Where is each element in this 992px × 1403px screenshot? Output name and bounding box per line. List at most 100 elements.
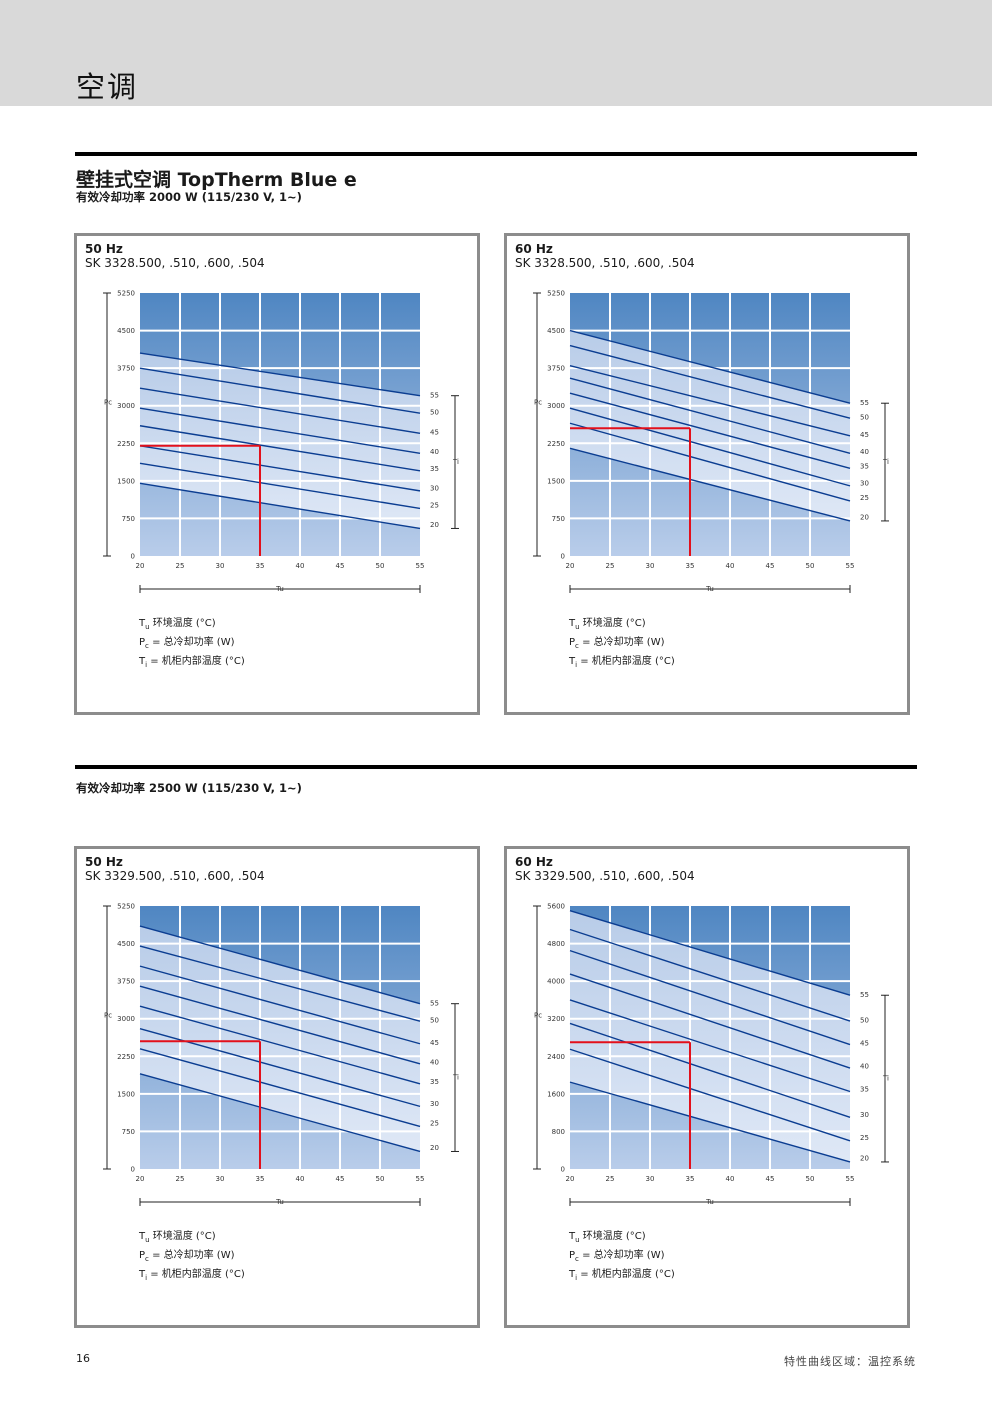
x-tick-label: 25 — [176, 562, 185, 570]
operating-band — [570, 330, 850, 521]
series-label: 30 — [430, 484, 439, 492]
legend-subscript: c — [575, 642, 579, 650]
x-tick-label: 55 — [846, 562, 855, 570]
legend-ambient-temp: Tu 环境温度 (°C) — [569, 1229, 675, 1248]
chart-model-number: SK 3329.500, .510, .600, .504 — [85, 869, 265, 883]
chart-frequency: 50 Hz — [85, 855, 123, 869]
series-label: 20 — [430, 521, 439, 529]
series-label: 35 — [430, 1078, 439, 1086]
right-axis-label: Ti — [452, 1074, 459, 1082]
y-tick-label: 1500 — [117, 477, 135, 485]
series-line — [569, 1048, 851, 1142]
legend-text: 环境温度 (°C) — [579, 1231, 646, 1242]
y-tick-label: 1500 — [117, 1090, 135, 1098]
page-title: 空调 — [76, 70, 139, 104]
x-tick-label: 50 — [376, 562, 385, 570]
legend-internal-temp: Ti = 机柜内部温度 (°C) — [569, 654, 675, 673]
series-line — [569, 422, 851, 502]
y-tick-label: 3000 — [547, 402, 565, 410]
right-axis-label: Ti — [882, 458, 889, 466]
legend-subscript: i — [145, 1274, 148, 1282]
x-axis-label: Tu — [705, 1198, 714, 1206]
series-line — [569, 392, 851, 470]
series-label: 45 — [430, 428, 439, 436]
series-label: 55 — [860, 399, 869, 407]
series-label: 30 — [860, 479, 869, 487]
legend-subscript: c — [575, 1255, 579, 1263]
series-line — [139, 352, 421, 397]
series-line — [139, 367, 421, 414]
x-tick-label: 25 — [606, 1175, 615, 1183]
x-tick-label: 25 — [606, 562, 615, 570]
series-label: 25 — [860, 494, 869, 502]
chart-model-number: SK 3328.500, .510, .600, .504 — [85, 256, 265, 270]
y-tick-label: 3000 — [117, 402, 135, 410]
section-rule — [75, 152, 917, 156]
series-label: 55 — [430, 392, 439, 400]
chart-legend: Tu 环境温度 (°C) Pc = 总冷却功率 (W) Ti = 机柜内部温度 (°… — [569, 1229, 675, 1286]
series-label: 45 — [860, 431, 869, 439]
series-label: 20 — [860, 1154, 869, 1162]
x-tick-label: 40 — [726, 562, 735, 570]
section-subtitle: 有效冷却功率 2000 W (115/230 V, 1~) — [76, 190, 302, 204]
legend-subscript: i — [575, 661, 578, 669]
y-tick-label: 5250 — [547, 290, 565, 298]
y-axis-label: Pc — [534, 399, 542, 407]
legend-symbol: T — [139, 656, 146, 667]
x-tick-label: 20 — [566, 1175, 575, 1183]
series-label: 35 — [860, 462, 869, 470]
x-tick-label: 35 — [256, 562, 265, 570]
page-number: 16 — [76, 1352, 90, 1365]
legend-text: 环境温度 (°C) — [149, 1231, 216, 1242]
series-label: 50 — [430, 409, 439, 417]
series-line — [139, 445, 421, 492]
chart-panel: 50 Hz SK 3328.500, .510, .600, .504 55 50 45… — [74, 233, 480, 715]
legend-subscript: u — [145, 623, 150, 631]
x-tick-label: 35 — [686, 562, 695, 570]
legend-text: = 机柜内部温度 (°C) — [147, 1269, 245, 1280]
x-tick-label: 55 — [846, 1175, 855, 1183]
x-tick-label: 20 — [566, 562, 575, 570]
x-axis-label: Tu — [705, 585, 714, 593]
legend-symbol: T — [569, 618, 576, 629]
chart-legend: Tu 环境温度 (°C) Pc = 总冷却功率 (W) Ti = 机柜内部温度 (°… — [139, 616, 245, 673]
x-axis-label: Tu — [275, 1198, 284, 1206]
legend-text: 环境温度 (°C) — [579, 618, 646, 629]
legend-internal-temp: Ti = 机柜内部温度 (°C) — [139, 654, 245, 673]
x-tick-label: 30 — [646, 1175, 655, 1183]
legend-subscript: c — [145, 1255, 149, 1263]
chart-panel: 60 Hz SK 3329.500, .510, .600, .504 55 50 45… — [504, 846, 910, 1328]
legend-subscript: i — [575, 1274, 578, 1282]
series-line — [569, 407, 851, 487]
series-label: 35 — [860, 1086, 869, 1094]
y-tick-label: 4500 — [547, 327, 565, 335]
series-label: 20 — [430, 1144, 439, 1152]
x-tick-label: 50 — [806, 562, 815, 570]
series-label: 20 — [860, 513, 869, 521]
y-tick-label: 5250 — [117, 903, 135, 911]
chart-frequency: 60 Hz — [515, 855, 553, 869]
characteristic-chart: 55 50 45 40 35 30 25 20 20 25 30 35 40 45 50 55 0 800 1600… — [533, 903, 889, 1206]
y-tick-label: 4500 — [117, 940, 135, 948]
chart-frequency: 60 Hz — [515, 242, 553, 256]
legend-symbol: P — [139, 637, 146, 648]
legend-symbol: T — [569, 1231, 576, 1242]
x-tick-label: 45 — [336, 562, 345, 570]
x-tick-label: 50 — [376, 1175, 385, 1183]
chart-model-number: SK 3328.500, .510, .600, .504 — [515, 256, 695, 270]
operating-band — [140, 353, 420, 529]
y-tick-label: 0 — [561, 553, 565, 561]
y-tick-label: 3750 — [117, 978, 135, 986]
legend-subscript: u — [575, 1236, 580, 1244]
series-line — [139, 482, 421, 530]
y-tick-label: 0 — [131, 1166, 135, 1174]
y-tick-label: 3000 — [117, 1015, 135, 1023]
series-label: 25 — [430, 501, 439, 509]
legend-text: = 机柜内部温度 (°C) — [577, 1269, 675, 1280]
legend-symbol: P — [139, 1250, 146, 1261]
x-tick-label: 30 — [216, 1175, 225, 1183]
series-line — [569, 377, 851, 454]
y-tick-label: 4800 — [547, 940, 565, 948]
legend-symbol: T — [139, 1269, 146, 1280]
x-tick-label: 40 — [726, 1175, 735, 1183]
